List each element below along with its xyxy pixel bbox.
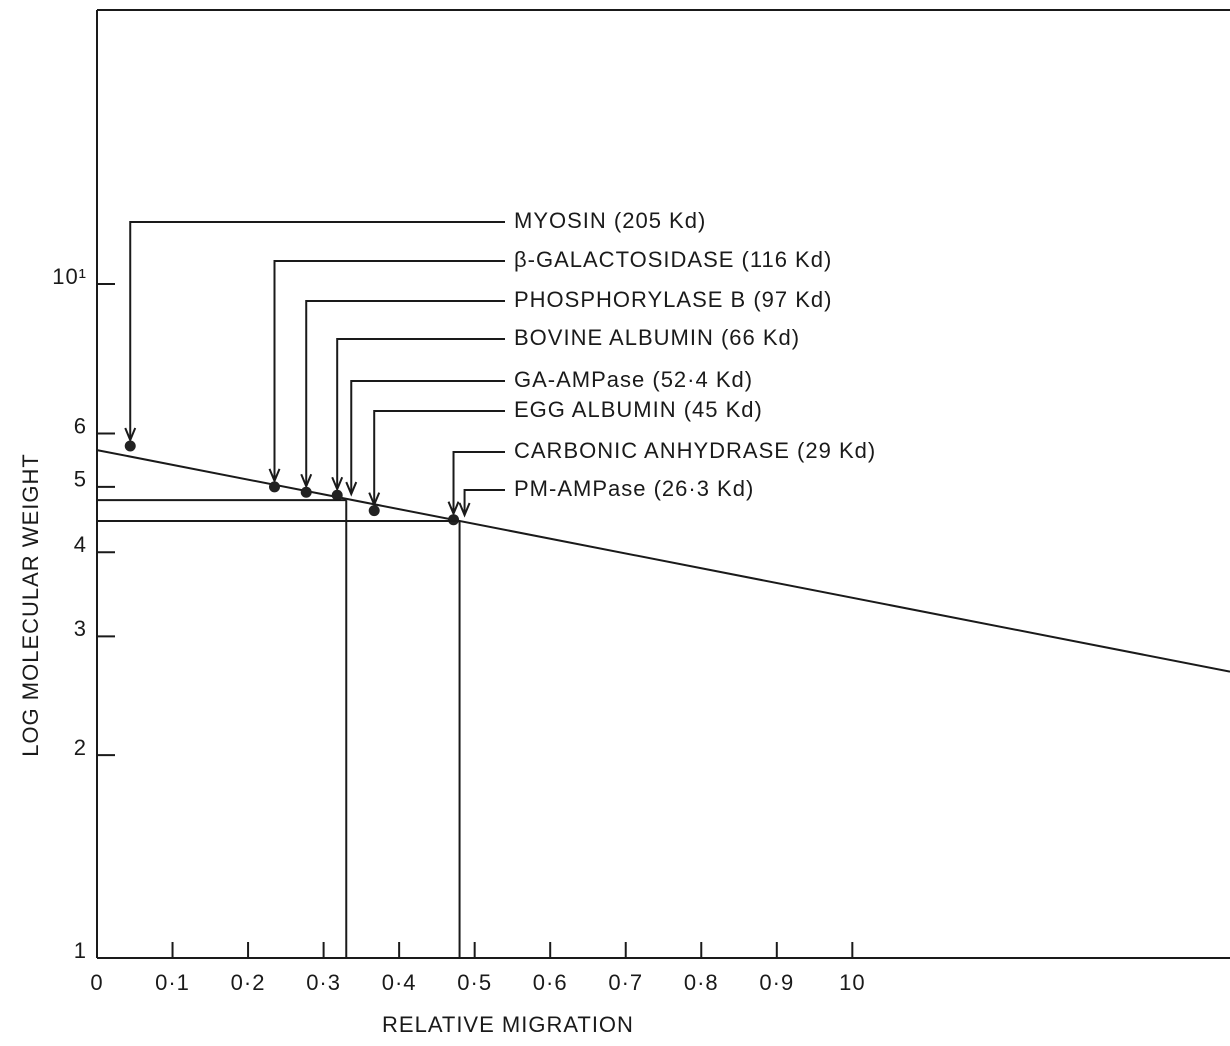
- y-tick-label: 6: [74, 413, 87, 438]
- x-tick-label: 0·8: [684, 970, 719, 995]
- x-tick-label: 0·2: [231, 970, 266, 995]
- leader-arrow: [331, 476, 344, 492]
- point-label: PM-AMPase (26·3 Kd): [514, 476, 754, 501]
- leader-line: [305, 300, 505, 485]
- y-axis-label: LOG MOLECULAR WEIGHT: [18, 453, 43, 757]
- x-tick-label: 0·7: [608, 970, 643, 995]
- y-tick-label: 5: [74, 467, 87, 492]
- x-tick-label: 0·6: [533, 970, 568, 995]
- point-label: BOVINE ALBUMIN (66 Kd): [514, 325, 800, 350]
- y-tick-label: 3: [74, 616, 87, 641]
- x-tick-label: 0·4: [382, 970, 417, 995]
- leader-arrow: [124, 427, 137, 443]
- leader-line: [463, 489, 505, 514]
- data-point: [124, 440, 136, 452]
- x-tick-label: 0: [90, 970, 103, 995]
- y-tick-label: 2: [74, 735, 87, 760]
- x-tick-label: 0·1: [155, 970, 190, 995]
- point-label: β-GALACTOSIDASE (116 Kd): [514, 247, 832, 272]
- x-tick-label: 0·3: [306, 970, 341, 995]
- x-axis-label: RELATIVE MIGRATION: [382, 1012, 634, 1037]
- data-point: [300, 486, 312, 498]
- x-tick-label: 0·5: [457, 970, 492, 995]
- point-label: GA-AMPase (52·4 Kd): [514, 367, 753, 392]
- leader-line: [452, 451, 505, 512]
- leader-arrow: [300, 473, 313, 489]
- data-point: [269, 481, 281, 493]
- point-label: EGG ALBUMIN (45 Kd): [514, 397, 763, 422]
- leader-line: [273, 260, 505, 479]
- leader-line: [336, 338, 505, 488]
- leader-line: [373, 410, 505, 503]
- data-point: [331, 489, 343, 501]
- point-label: PHOSPHORYLASE B (97 Kd): [514, 287, 833, 312]
- leader-arrow: [345, 481, 358, 497]
- leader-arrow: [268, 468, 281, 484]
- leader-arrow: [368, 492, 381, 508]
- leader-arrow: [447, 501, 460, 517]
- leader-arrow: [458, 502, 471, 518]
- point-label: CARBONIC ANHYDRASE (29 Kd): [514, 438, 876, 463]
- point-label: MYOSIN (205 Kd): [514, 208, 706, 233]
- y-tick-label: 1: [74, 938, 87, 963]
- y-tick-label: 10¹: [52, 264, 87, 289]
- fit-line: [96, 449, 1230, 673]
- data-point: [368, 505, 380, 517]
- x-tick-label: 0·9: [759, 970, 794, 995]
- x-tick-label: 10: [839, 970, 865, 995]
- y-tick-label: 4: [74, 532, 87, 557]
- data-point: [448, 514, 460, 526]
- leader-line: [350, 380, 505, 493]
- leader-line: [129, 221, 505, 438]
